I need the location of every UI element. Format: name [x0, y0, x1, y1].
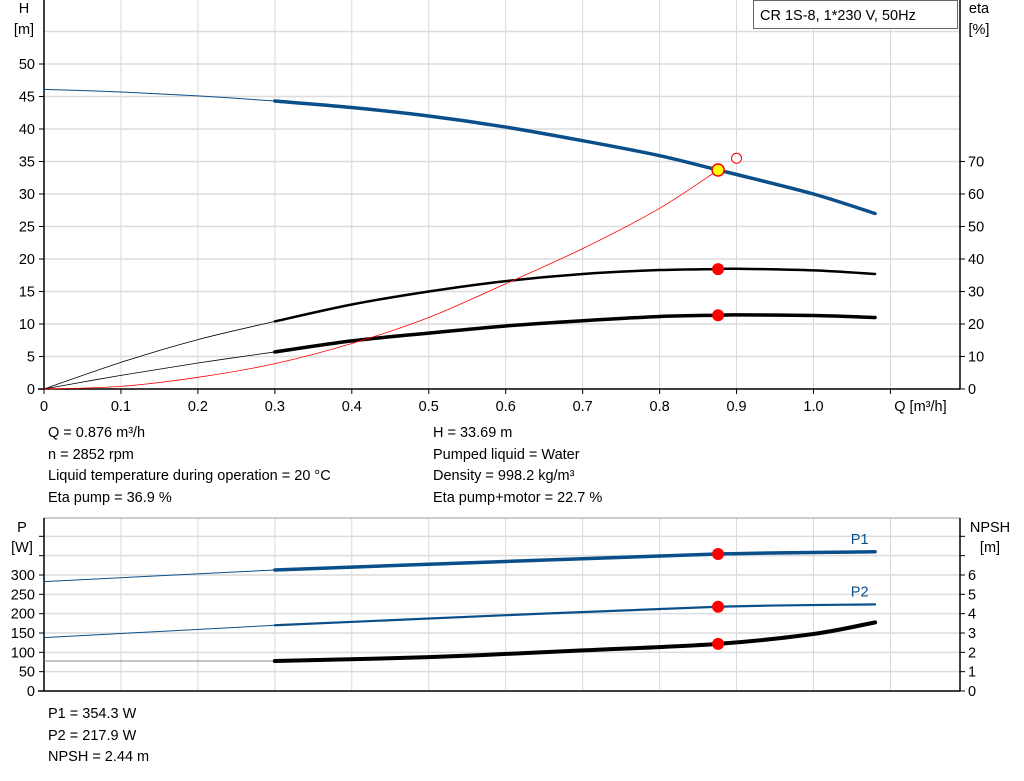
result-density: Density = 998.2 kg/m³ — [433, 468, 575, 484]
y-axis-label-left: P — [17, 520, 27, 536]
x-axis-label: Q [m³/h] — [894, 399, 946, 415]
result-p2: P2 = 217.9 W — [48, 727, 137, 744]
operating-point-NPSH — [712, 637, 725, 650]
result-flow: Q = 0.876 m³/h — [48, 425, 146, 441]
curve-P2 — [273, 603, 877, 627]
operating-point-P1 — [712, 547, 725, 560]
legend-box — [753, 0, 958, 29]
x-tick-label: 0.4 — [342, 399, 362, 415]
y-tick-label-right: 1 — [968, 665, 976, 681]
results-left: Q = 0.876 m³/h n = 2852 rpm Liquid tempe… — [48, 423, 331, 509]
y-tick-label-left: 200 — [11, 607, 35, 623]
series-label-P2: P2 — [851, 584, 869, 600]
x-tick-label: 0.5 — [419, 399, 439, 415]
curve-P1 — [273, 550, 877, 572]
y-tick-label-left: 5 — [27, 350, 35, 366]
result-head: H = 33.69 m — [433, 425, 513, 441]
operating-point-head — [711, 163, 725, 177]
y-axis-unit-left: [W] — [11, 540, 33, 556]
x-tick-label: 0.6 — [496, 399, 516, 415]
y-tick-label-right: 4 — [968, 607, 976, 623]
y-axis-unit-left: [m] — [14, 22, 34, 38]
y-tick-label-right: 20 — [968, 317, 984, 333]
result-liquid-temperature: Liquid temperature during operation = 20… — [48, 468, 331, 484]
y-axis-label-right: NPSH — [970, 520, 1010, 536]
y-tick-label-right: 40 — [968, 252, 984, 268]
y-tick-label-left: 25 — [19, 220, 35, 236]
curve-eta_pump_motor — [273, 313, 877, 354]
x-tick-label: 1.0 — [803, 399, 823, 415]
curve-P2-extrapolated — [43, 624, 275, 639]
y-tick-label-right: 5 — [968, 587, 976, 603]
curve-H — [273, 99, 877, 216]
y-tick-label-left: 100 — [11, 645, 35, 661]
series-label-P1: P1 — [851, 532, 869, 548]
curve-eta_pump — [273, 267, 877, 323]
x-tick-label: 0.1 — [111, 399, 131, 415]
y-tick-label-left: 150 — [11, 626, 35, 642]
x-tick-label: 0.2 — [188, 399, 208, 415]
operating-point-eta-pump-motor — [712, 309, 725, 322]
y-tick-label-right: 3 — [968, 626, 976, 642]
curve-NPSH — [272, 620, 878, 664]
curve-eta_pump-extrapolated — [43, 321, 275, 390]
y-tick-label-right: 6 — [968, 568, 976, 584]
result-speed: n = 2852 rpm — [48, 446, 134, 463]
operating-point-P2 — [712, 600, 725, 613]
y-tick-label-left: 40 — [19, 122, 35, 138]
y-tick-label-left: 0 — [27, 684, 35, 700]
y-tick-label-left: 35 — [19, 155, 35, 171]
y-tick-label-right: 0 — [968, 382, 976, 398]
y-axis-label-right: eta — [969, 1, 990, 17]
y-axis-label-left: H — [19, 1, 29, 17]
y-axis-unit-right: [m] — [980, 540, 1000, 556]
result-eta-pump: Eta pump = 36.9 % — [48, 489, 172, 506]
x-tick-label: 0 — [40, 399, 48, 415]
y-tick-label-left: 50 — [19, 665, 35, 681]
y-tick-label-left: 45 — [19, 90, 35, 106]
y-tick-label-right: 0 — [968, 684, 976, 700]
result-eta-pump-motor: Eta pump+motor = 22.7 % — [433, 489, 603, 506]
system-curve — [43, 169, 719, 390]
operating-point-eta-pump — [712, 263, 725, 276]
legend-title: CR 1S-8, 1*230 V, 50Hz — [760, 8, 916, 24]
y-tick-label-left: 30 — [19, 187, 35, 203]
curve-H-extrapolated — [43, 88, 275, 102]
results-right: H = 33.69 m Pumped liquid = Water Densit… — [433, 423, 602, 509]
curve-eta_pump_motor-extrapolated — [43, 351, 275, 390]
y-tick-label-left: 50 — [19, 57, 35, 73]
x-tick-label: 0.3 — [265, 399, 285, 415]
x-tick-label: 0.7 — [573, 399, 593, 415]
y-tick-label-right: 70 — [968, 155, 984, 171]
results-power: P1 = 354.3 W P2 = 217.9 W NPSH = 2.44 m — [48, 704, 149, 769]
y-tick-label-left: 10 — [19, 317, 35, 333]
setpoint-marker — [731, 152, 743, 164]
y-tick-label-left: 250 — [11, 587, 35, 603]
y-tick-label-left: 15 — [19, 285, 35, 301]
result-npsh: NPSH = 2.44 m — [48, 749, 150, 765]
x-tick-label: 0.8 — [650, 399, 670, 415]
y-axis-unit-right: [%] — [969, 22, 990, 38]
y-tick-label-right: 30 — [968, 285, 984, 301]
y-tick-label-right: 10 — [968, 350, 984, 366]
y-tick-label-right: 2 — [968, 645, 976, 661]
y-tick-label-right: 60 — [968, 187, 984, 203]
y-tick-label-left: 300 — [11, 568, 35, 584]
y-tick-label-left: 20 — [19, 252, 35, 268]
y-tick-label-left: 0 — [27, 382, 35, 398]
y-tick-label-right: 50 — [968, 220, 984, 236]
curve-P1-extrapolated — [43, 569, 275, 583]
x-tick-label: 0.9 — [726, 399, 746, 415]
result-pumped-liquid: Pumped liquid = Water — [433, 446, 580, 463]
result-p1: P1 = 354.3 W — [48, 706, 137, 722]
